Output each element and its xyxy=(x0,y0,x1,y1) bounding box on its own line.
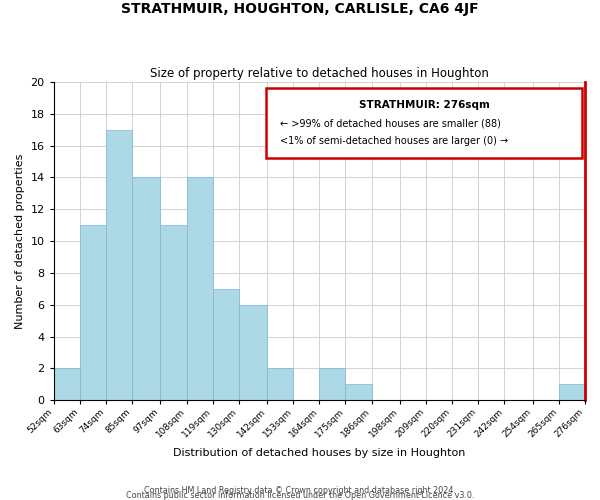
X-axis label: Distribution of detached houses by size in Houghton: Distribution of detached houses by size … xyxy=(173,448,466,458)
Bar xyxy=(346,384,371,400)
Bar xyxy=(319,368,346,400)
Text: STRATHMUIR: 276sqm: STRATHMUIR: 276sqm xyxy=(359,100,490,110)
Text: Contains HM Land Registry data © Crown copyright and database right 2024.: Contains HM Land Registry data © Crown c… xyxy=(144,486,456,495)
Text: ← >99% of detached houses are smaller (88): ← >99% of detached houses are smaller (8… xyxy=(280,118,500,128)
Bar xyxy=(267,368,293,400)
Bar xyxy=(559,384,585,400)
Bar xyxy=(132,178,160,400)
Text: <1% of semi-detached houses are larger (0) →: <1% of semi-detached houses are larger (… xyxy=(280,136,508,146)
Text: STRATHMUIR, HOUGHTON, CARLISLE, CA6 4JF: STRATHMUIR, HOUGHTON, CARLISLE, CA6 4JF xyxy=(121,2,479,16)
Title: Size of property relative to detached houses in Houghton: Size of property relative to detached ho… xyxy=(150,66,489,80)
Bar xyxy=(187,178,212,400)
FancyBboxPatch shape xyxy=(266,88,583,158)
Text: Contains public sector information licensed under the Open Government Licence v3: Contains public sector information licen… xyxy=(126,490,474,500)
Bar xyxy=(54,368,80,400)
Bar xyxy=(106,130,132,400)
Bar xyxy=(239,304,267,400)
Bar xyxy=(212,289,239,400)
Bar xyxy=(160,225,187,400)
Y-axis label: Number of detached properties: Number of detached properties xyxy=(15,154,25,329)
Bar xyxy=(80,225,106,400)
